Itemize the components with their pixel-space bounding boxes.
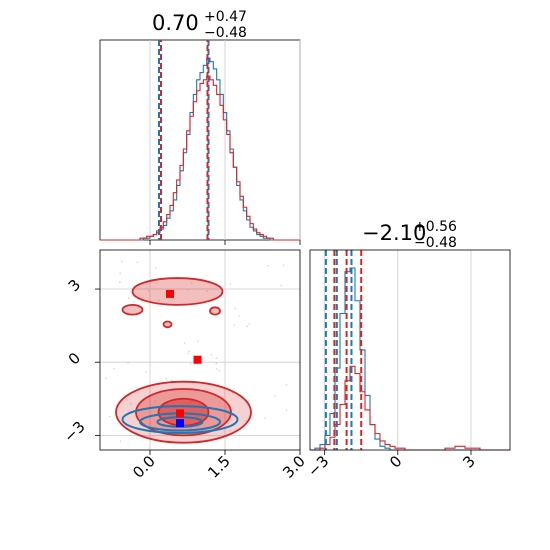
scatter-y-tick-label: 3 <box>65 276 84 295</box>
title-param2-value: −2.10 <box>362 221 426 245</box>
scatter-frame <box>99 249 301 451</box>
scatter-sample-point <box>145 371 147 373</box>
scatter-sample-point <box>154 267 157 269</box>
scatter-sample-point <box>189 427 192 430</box>
scatter-markers <box>166 289 202 428</box>
title-param2: −2.10+0.56−0.48 <box>362 219 457 251</box>
hist-param2-bars <box>310 267 510 451</box>
title-param2-lower-error: −0.48 <box>414 235 457 251</box>
scatter-sample-point <box>285 384 288 386</box>
scatter-sample-point <box>154 400 156 403</box>
red-marker <box>176 409 184 418</box>
hist-param2-frame <box>309 249 511 451</box>
scatter-sample-point <box>165 378 168 380</box>
scatter-sample-point <box>126 399 128 401</box>
scatter-sample-point <box>282 264 285 267</box>
scatter-sample-point <box>229 430 231 432</box>
scatter-sample-point <box>218 369 221 372</box>
scatter-sample-point <box>215 357 218 359</box>
scatter-sample-point <box>231 415 234 417</box>
scatter-sample-point <box>108 415 111 418</box>
hist-param1-grid <box>149 40 301 245</box>
scatter-sample-point <box>238 314 241 317</box>
scatter-sample-point <box>245 419 247 422</box>
scatter-sample-point <box>246 325 248 328</box>
scatter-sample-point <box>187 352 190 355</box>
scatter-sample-point <box>280 284 282 287</box>
red-contour-island <box>121 303 144 316</box>
hist-param2-x-tick-label: 0 <box>386 452 405 471</box>
scatter-sample-point <box>133 301 135 303</box>
red-contour-island <box>209 306 221 316</box>
scatter-panel: −303 0.0 1.5 3.0 <box>60 249 309 482</box>
scatter-y-tick-label: 0 <box>65 349 84 368</box>
red-marker <box>166 289 174 298</box>
hist-param1-blue-series <box>100 57 300 241</box>
scatter-sample-point <box>136 261 139 264</box>
hist-param2-x-ticks: −3 0 3 <box>304 450 479 480</box>
scatter-y-ticks: −3 0 3 <box>60 276 100 446</box>
scatter-sample-point <box>113 367 115 370</box>
scatter-sample-point <box>285 409 288 411</box>
scatter-sample-point <box>233 324 236 327</box>
scatter-sample-point <box>264 417 267 419</box>
scatter-sample-point <box>189 362 192 365</box>
scatter-sample-point <box>119 272 121 275</box>
red-contour-island <box>131 277 224 306</box>
hist-param1-frame <box>99 39 301 241</box>
red-marker <box>193 355 202 364</box>
scatter-x-tick-label: 1.5 <box>204 452 234 482</box>
hist-param2-panel: −3 0 3 −2.10+0.56−0.48 <box>304 219 511 480</box>
scatter-sample-point <box>121 260 123 263</box>
scatter-x-tick-label: 0.0 <box>129 452 159 482</box>
hist-param2-grid <box>324 250 472 450</box>
scatter-sample-point <box>188 350 191 353</box>
scatter-sample-point <box>229 283 232 285</box>
scatter-sample-point <box>119 281 121 284</box>
hist-param1-bars <box>100 57 300 241</box>
scatter-sample-point <box>183 342 186 344</box>
scatter-sample-point <box>197 340 199 342</box>
red-contour-island <box>162 320 173 329</box>
scatter-sample-point <box>274 395 277 397</box>
scatter-sample-point <box>206 290 208 292</box>
scatter-sample-point <box>248 323 250 325</box>
scatter-sample-point <box>147 290 150 292</box>
scatter-sample-point <box>136 437 138 439</box>
scatter-sample-point <box>231 392 234 394</box>
scatter-sample-point <box>215 362 218 365</box>
scatter-sample-point <box>119 440 122 443</box>
scatter-sample-point <box>171 379 173 382</box>
hist-param1-red-series <box>100 75 300 241</box>
hist-param2-red-series <box>310 365 510 451</box>
scatter-sample-point <box>158 299 160 302</box>
scatter-sample-point <box>127 297 130 299</box>
scatter-sample-point <box>216 368 218 370</box>
blue-marker <box>176 419 184 428</box>
scatter-sample-point <box>127 361 129 364</box>
title-param1-value: 0.70 <box>152 11 199 35</box>
scatter-sample-point <box>187 288 190 291</box>
scatter-sample-point <box>130 402 132 405</box>
hist-param2-quantiles <box>324 250 363 450</box>
title-param1-upper-error: +0.47 <box>204 9 247 25</box>
hist-param1-quantiles <box>158 40 210 240</box>
title-param2-upper-error: +0.56 <box>414 219 457 235</box>
scatter-sample-point <box>267 264 269 267</box>
scatter-sample-point <box>234 307 237 310</box>
scatter-x-ticks: 0.0 1.5 3.0 <box>129 450 309 482</box>
hist-param2-x-tick-label: 3 <box>459 452 478 471</box>
scatter-sample-point <box>105 377 108 380</box>
scatter-sample-point <box>210 354 213 356</box>
title-param1-lower-error: −0.48 <box>204 25 247 41</box>
hist-param2-x-tick-label: −3 <box>304 452 332 480</box>
scatter-y-tick-label: −3 <box>60 418 88 446</box>
hist-param1-panel: 0.70 +0.47−0.48 <box>99 9 301 245</box>
title-param1: 0.70 +0.47−0.48 <box>152 9 247 41</box>
scatter-sample-point <box>190 282 193 285</box>
blue-contour-level <box>121 405 239 434</box>
